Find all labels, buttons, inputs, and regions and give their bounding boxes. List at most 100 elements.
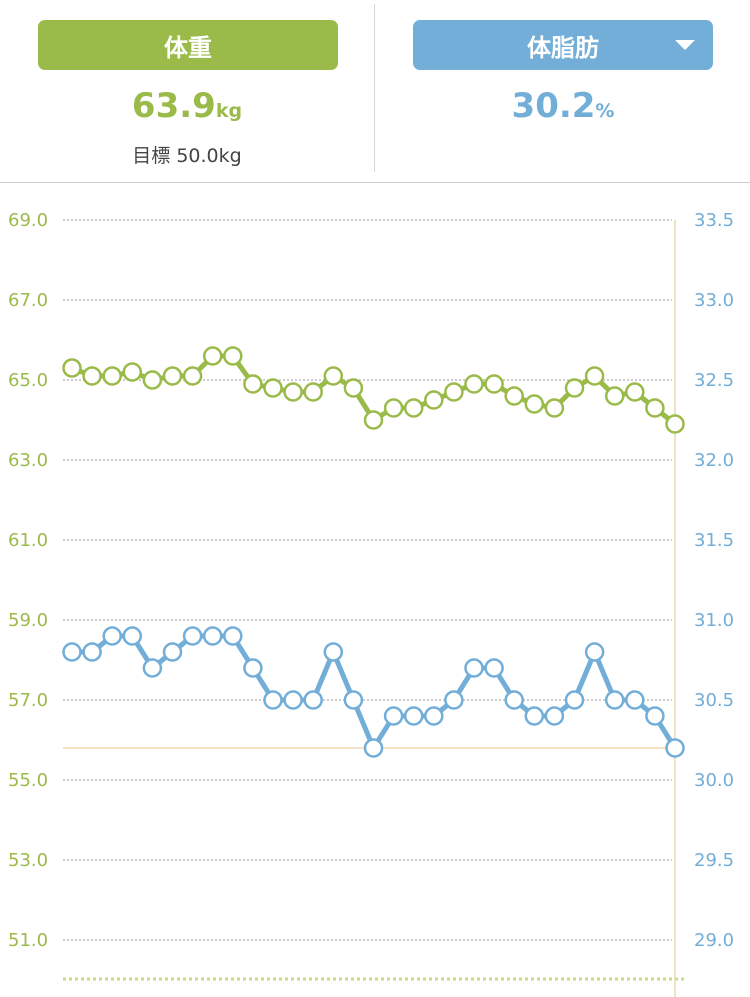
data-point-weight xyxy=(524,394,545,414)
data-point-weight xyxy=(182,366,203,386)
data-point-body-fat xyxy=(122,626,143,646)
left-tick-label: 67.0 xyxy=(8,290,48,311)
data-point-body-fat xyxy=(604,690,625,710)
series-line-body-fat xyxy=(63,633,678,751)
data-point-weight xyxy=(363,410,384,430)
right-tick-label: 31.5 xyxy=(694,530,734,551)
data-point-weight xyxy=(323,366,344,386)
right-tick-label: 32.5 xyxy=(694,370,734,391)
left-tick-label: 55.0 xyxy=(8,770,48,791)
weight-unit: kg xyxy=(215,100,243,122)
data-point-body-fat xyxy=(142,658,163,678)
data-point-weight xyxy=(665,414,685,434)
reference-lines xyxy=(63,220,676,997)
data-point-body-fat xyxy=(102,626,122,646)
data-point-body-fat xyxy=(223,626,243,646)
body-fat-dropdown-button[interactable]: 体脂肪 xyxy=(413,20,713,70)
goal-label: 目標 xyxy=(132,145,171,167)
data-point-body-fat xyxy=(243,658,263,678)
data-point-body-fat xyxy=(323,642,344,662)
data-point-body-fat xyxy=(403,706,424,726)
data-point-weight xyxy=(303,382,323,402)
data-point-weight xyxy=(243,374,263,394)
left-tick-label: 57.0 xyxy=(8,690,48,711)
data-point-body-fat xyxy=(383,706,404,726)
data-point-weight xyxy=(162,366,183,386)
data-point-body-fat xyxy=(524,706,545,726)
data-point-body-fat xyxy=(625,690,645,710)
left-axis: 69.0 67.0 65.0 63.0 61.0 59.0 57.0 55.0 53.0 51.0 xyxy=(8,210,48,951)
data-point-body-fat xyxy=(444,690,464,710)
data-point-weight xyxy=(564,378,585,398)
body-fat-unit: % xyxy=(595,100,615,122)
data-point-weight xyxy=(202,346,223,366)
left-tick-label: 65.0 xyxy=(8,370,48,391)
data-point-body-fat xyxy=(82,642,102,662)
grid-lines xyxy=(63,219,686,981)
data-point-body-fat xyxy=(343,690,364,710)
weight-tab-button[interactable]: 体重 xyxy=(38,20,338,70)
series-layer xyxy=(62,346,685,758)
data-point-body-fat xyxy=(62,642,82,662)
data-point-weight xyxy=(343,378,364,398)
right-tick-label: 30.5 xyxy=(694,690,734,711)
goal-value: 50.0kg xyxy=(176,145,242,167)
weight-panel: 体重 63.9kg 目標 50.0kg xyxy=(0,0,374,182)
data-point-weight xyxy=(122,362,143,382)
weight-value: 63.9kg xyxy=(0,86,374,126)
data-point-weight xyxy=(283,382,303,402)
right-tick-label: 33.0 xyxy=(694,290,734,311)
data-point-body-fat xyxy=(665,738,685,758)
left-tick-label: 51.0 xyxy=(8,930,48,951)
weight-number: 63.9 xyxy=(131,86,216,126)
data-point-weight xyxy=(263,378,283,398)
data-point-weight xyxy=(62,358,82,378)
right-tick-label: 29.5 xyxy=(694,850,734,871)
data-point-weight xyxy=(544,398,565,418)
weight-bodyfat-chart[interactable]: 69.0 67.0 65.0 63.0 61.0 59.0 57.0 55.0 53.0 51.0… xyxy=(0,183,750,997)
chevron-down-icon xyxy=(675,40,695,50)
left-tick-label: 59.0 xyxy=(8,610,48,631)
right-tick-label: 32.0 xyxy=(694,450,734,471)
data-point-body-fat xyxy=(564,690,585,710)
data-point-body-fat xyxy=(363,738,384,758)
data-point-weight xyxy=(223,346,243,366)
data-point-weight xyxy=(625,382,645,402)
data-point-weight xyxy=(484,374,504,394)
data-point-body-fat xyxy=(303,690,323,710)
left-tick-label: 69.0 xyxy=(8,210,48,231)
data-point-weight xyxy=(424,390,444,410)
data-point-body-fat xyxy=(464,658,484,678)
data-point-weight xyxy=(102,366,122,386)
body-fat-tab-label: 体脂肪 xyxy=(527,33,599,62)
weight-tab-label: 体重 xyxy=(164,33,212,62)
right-tick-label: 29.0 xyxy=(694,930,734,951)
data-point-body-fat xyxy=(283,690,303,710)
left-tick-label: 61.0 xyxy=(8,530,48,551)
left-tick-label: 53.0 xyxy=(8,850,48,871)
body-fat-number: 30.2 xyxy=(511,86,596,126)
header-divider xyxy=(374,4,375,172)
right-tick-label: 33.5 xyxy=(694,210,734,231)
data-point-body-fat xyxy=(504,690,524,710)
right-tick-label: 30.0 xyxy=(694,770,734,791)
right-axis: 33.5 33.0 32.5 32.0 31.5 31.0 30.5 30.0 29.5 29.0 xyxy=(694,210,734,951)
data-point-body-fat xyxy=(162,642,183,662)
data-point-weight xyxy=(584,366,605,386)
data-point-body-fat xyxy=(424,706,444,726)
data-point-body-fat xyxy=(484,658,504,678)
data-point-weight xyxy=(142,370,163,390)
data-point-body-fat xyxy=(645,706,665,726)
right-tick-label: 31.0 xyxy=(694,610,734,631)
data-point-weight xyxy=(464,374,484,394)
data-point-body-fat xyxy=(182,626,203,646)
body-fat-panel: 体脂肪 30.2% xyxy=(376,0,750,182)
data-point-weight xyxy=(645,398,665,418)
data-point-body-fat xyxy=(202,626,223,646)
data-point-weight xyxy=(403,398,424,418)
data-point-body-fat xyxy=(263,690,283,710)
data-point-weight xyxy=(444,382,464,402)
data-point-weight xyxy=(82,366,102,386)
data-point-body-fat xyxy=(584,642,605,662)
data-point-body-fat xyxy=(544,706,565,726)
